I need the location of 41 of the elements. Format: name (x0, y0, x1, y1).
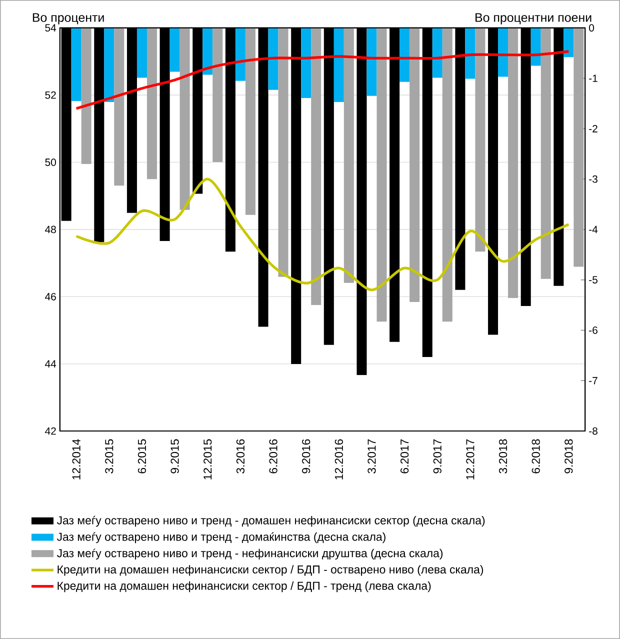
y-tick-label: 46 (44, 292, 56, 300)
x-tick-label: 6.2016 (269, 439, 278, 474)
x-tick-label: 3.2018 (498, 439, 508, 474)
y-tick-label: 54 (45, 24, 56, 32)
legend-label: Кредити на домашен нефинансиски сектор / БДП - остварено ниво (лева скала) (58, 565, 484, 576)
x-tick-label: 9.2017 (433, 439, 442, 474)
x-tick-label: 6.2017 (400, 439, 409, 474)
y2-tick-label: -1 (589, 74, 598, 82)
x-tick-label: 12.2016 (334, 439, 343, 480)
y2-tick-label: -5 (589, 276, 598, 284)
y2-tick-label: -8 (589, 427, 598, 435)
x-tick-label: 9.2015 (170, 439, 179, 474)
y2-axis-title: Во процентни поени (476, 13, 592, 24)
line-series (75, 50, 570, 110)
x-tick-label: 3.2016 (236, 439, 244, 474)
y-axis-title: Во проценти (32, 13, 104, 24)
x-tick-label: 3.2015 (105, 439, 114, 474)
y-tick-label: 52 (45, 91, 56, 99)
x-tick-label: 6.2018 (532, 439, 540, 474)
legend-label: Јаз меѓу остварено ниво и тренд - домаќинства (десна скала) (56, 532, 386, 544)
y2-tick-label: -4 (589, 226, 598, 234)
legend-label: Кредити на домашен нефинансиски сектор / БДП - тренд (лева скала) (58, 581, 431, 592)
line-series (75, 178, 570, 292)
y2-tick-label: -7 (589, 377, 598, 384)
y2-tick-label: -2 (589, 125, 598, 132)
x-tick-label: 6.2015 (138, 439, 146, 474)
x-tick-label: 9.2018 (564, 439, 573, 474)
x-tick-label: 9.2016 (302, 439, 310, 474)
legend-label: Јаз меѓу остварено ниво и тренд - нефинансиски друштва (десна скала) (56, 548, 443, 560)
y-tick-label: 44 (44, 360, 56, 368)
x-tick-label: 12.2014 (72, 439, 80, 480)
y-tick-label: 42 (44, 427, 56, 435)
x-tick-label: 3.2017 (368, 439, 376, 474)
y2-tick-label: 0 (589, 24, 594, 32)
y2-tick-label: -3 (589, 175, 598, 183)
y-tick-label: 48 (44, 226, 56, 234)
x-tick-label: 12.2015 (204, 439, 212, 480)
y-tick-label: 50 (45, 158, 56, 166)
x-tick-label: 12.2017 (466, 439, 474, 480)
legend-label: Јаз меѓу остварено ниво и тренд - домашен нефинансиски сектор (десна скала) (56, 516, 485, 527)
y2-tick-label: -6 (589, 326, 598, 334)
